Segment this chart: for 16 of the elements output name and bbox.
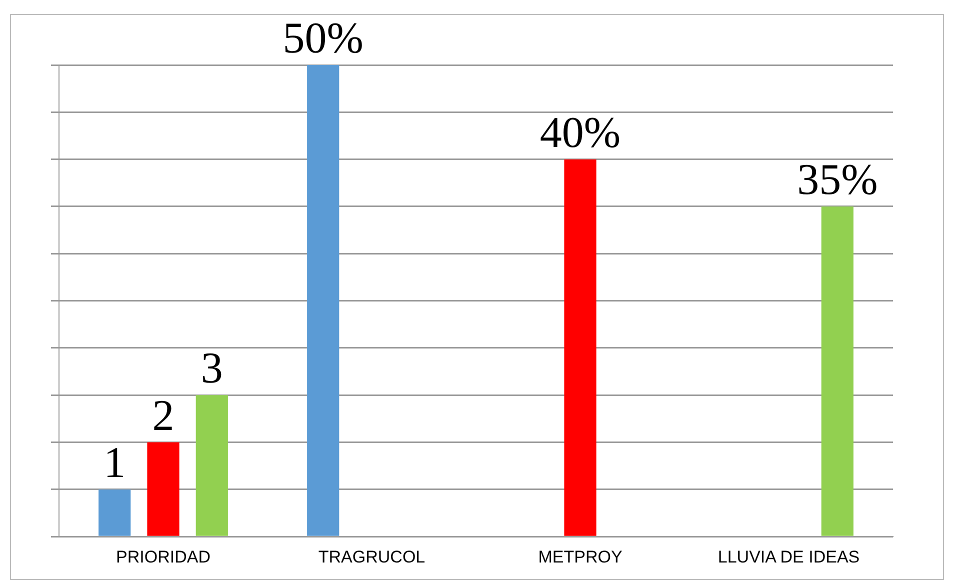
bar bbox=[147, 442, 180, 536]
x-tick-label: LLUVIA DE IDEAS bbox=[718, 547, 860, 566]
data-label: 50% bbox=[282, 14, 364, 63]
x-tick-label: METPROY bbox=[538, 547, 622, 566]
bar bbox=[98, 489, 131, 536]
x-tick-label: PRIORIDAD bbox=[116, 547, 210, 566]
data-label: 40% bbox=[540, 108, 621, 157]
annotation: 2 bbox=[152, 390, 174, 440]
annotation: 1 bbox=[104, 438, 126, 488]
bar bbox=[196, 395, 228, 536]
annotation: 3 bbox=[200, 344, 223, 393]
bar bbox=[821, 206, 854, 536]
bar bbox=[307, 65, 340, 536]
bar bbox=[564, 159, 596, 536]
data-label: 35% bbox=[797, 155, 878, 204]
x-tick-label: TRAGRUCOL bbox=[318, 547, 426, 566]
